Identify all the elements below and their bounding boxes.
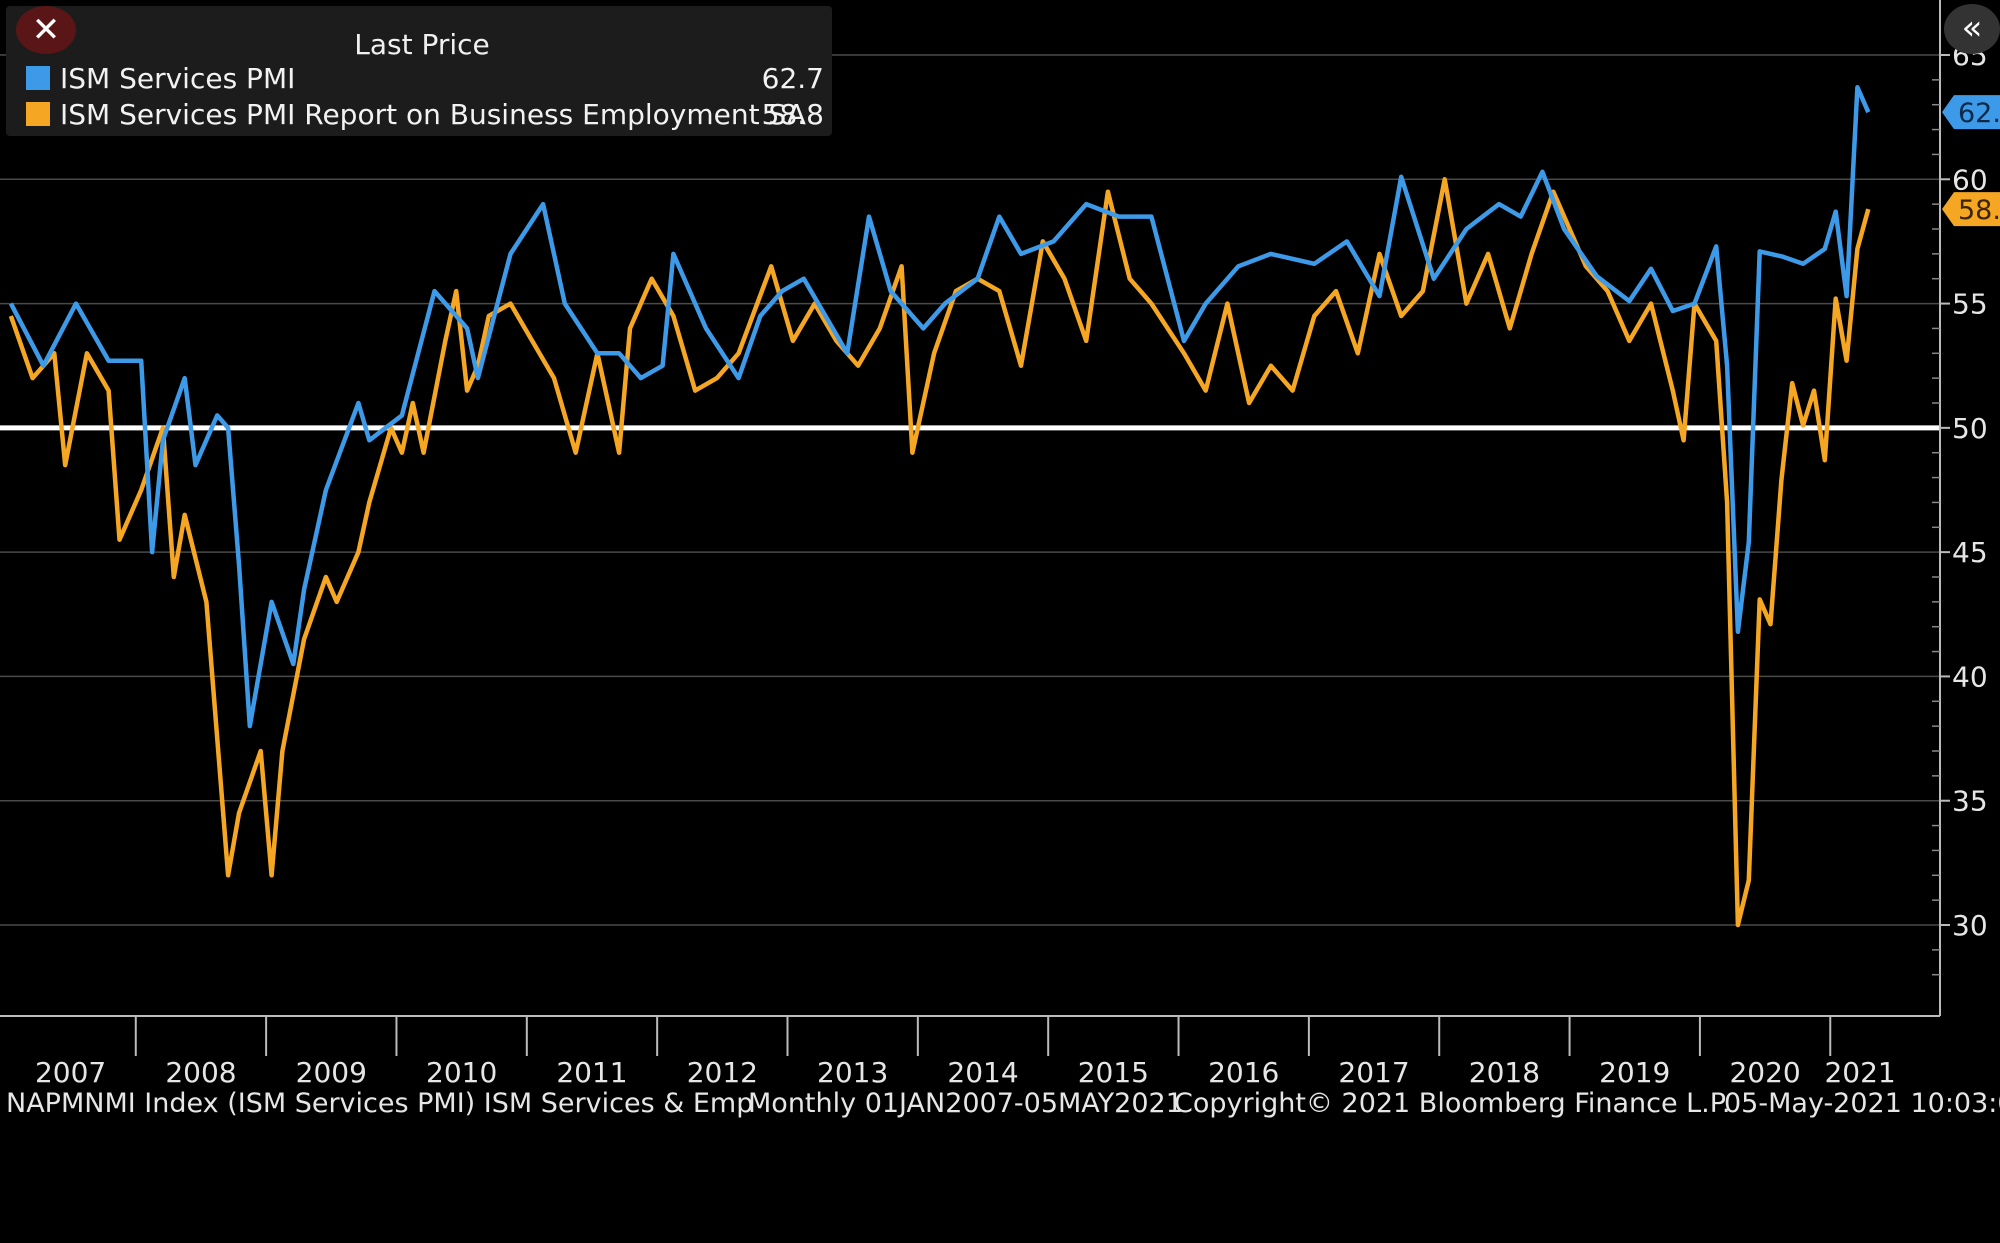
series-line — [8, 85, 1871, 729]
legend-value: 62.7 — [761, 62, 824, 95]
double-chevron-left-icon[interactable]: « — [1944, 4, 2000, 54]
footer-range: Monthly 01JAN2007-05MAY2021 — [748, 1088, 1183, 1119]
legend-swatch-blue — [26, 66, 50, 90]
x-tick-label: 2008 — [165, 1056, 236, 1089]
x-axis: 2007 2008 2009 2010 2011 2012 2013 2014 2015 2016… — [0, 1015, 1940, 1089]
last-value-marker — [1942, 95, 2000, 130]
footer: NAPMNMI Index (ISM Services PMI) ISM Ser… — [0, 1088, 2000, 1124]
y-tick-label: 35 — [1952, 785, 1988, 818]
x-tick-label: 2021 — [1824, 1056, 1895, 1089]
legend-label: ISM Services PMI Report on Business Empl… — [60, 98, 806, 131]
x-tick-label: 2017 — [1338, 1056, 1409, 1089]
y-tick-label: 40 — [1952, 660, 1988, 693]
footer-index: NAPMNMI Index (ISM Services PMI) ISM Ser… — [6, 1088, 754, 1119]
x-tick-label: 2012 — [687, 1056, 758, 1089]
x-tick-label: 2018 — [1469, 1056, 1540, 1089]
legend-label: ISM Services PMI — [60, 62, 296, 95]
legend-swatch-orange — [26, 102, 50, 126]
y-tick-label: 60 — [1952, 163, 1988, 196]
x-tick-label: 2019 — [1599, 1056, 1670, 1089]
legend-item-services-pmi: ISM Services PMI 62.7 — [24, 62, 824, 96]
x-tick-label: 2015 — [1078, 1056, 1149, 1089]
footer-timestamp: 05-May-2021 10:03:0 — [1724, 1088, 2000, 1119]
x-tick-label: 2010 — [426, 1056, 497, 1089]
legend-value: 58.8 — [761, 98, 824, 131]
legend-title: Last Price — [354, 28, 490, 61]
last-value-marker — [1942, 192, 2000, 227]
x-tick-label: 2011 — [556, 1056, 627, 1089]
gridlines — [0, 54, 1940, 926]
x-tick-label: 2013 — [817, 1056, 888, 1089]
y-tick-label: 45 — [1952, 536, 1988, 569]
series-lines — [8, 85, 1871, 928]
series-line — [8, 177, 1871, 928]
footer-copyright: Copyright© 2021 Bloomberg Finance L.P. — [1174, 1088, 1731, 1119]
x-tick-label: 2014 — [947, 1056, 1018, 1089]
legend: Last Price ISM Services PMI 62.7 ISM Ser… — [6, 6, 832, 136]
y-tick-label: 55 — [1952, 288, 1988, 321]
close-icon[interactable]: ✕ — [16, 6, 76, 54]
last-value-label: 62.7 — [1958, 98, 2000, 129]
x-tick-label: 2009 — [296, 1056, 367, 1089]
x-tick-label: 2020 — [1729, 1056, 1800, 1089]
y-tick-label: 50 — [1952, 412, 1988, 445]
last-value-markers: 62.7 58.8 — [1942, 95, 2000, 226]
x-tick-label: 2007 — [35, 1056, 106, 1089]
x-tick-label: 2016 — [1208, 1056, 1279, 1089]
legend-item-employment: ISM Services PMI Report on Business Empl… — [24, 98, 824, 132]
y-tick-label: 30 — [1952, 909, 1988, 942]
last-value-label: 58.8 — [1958, 195, 2000, 226]
